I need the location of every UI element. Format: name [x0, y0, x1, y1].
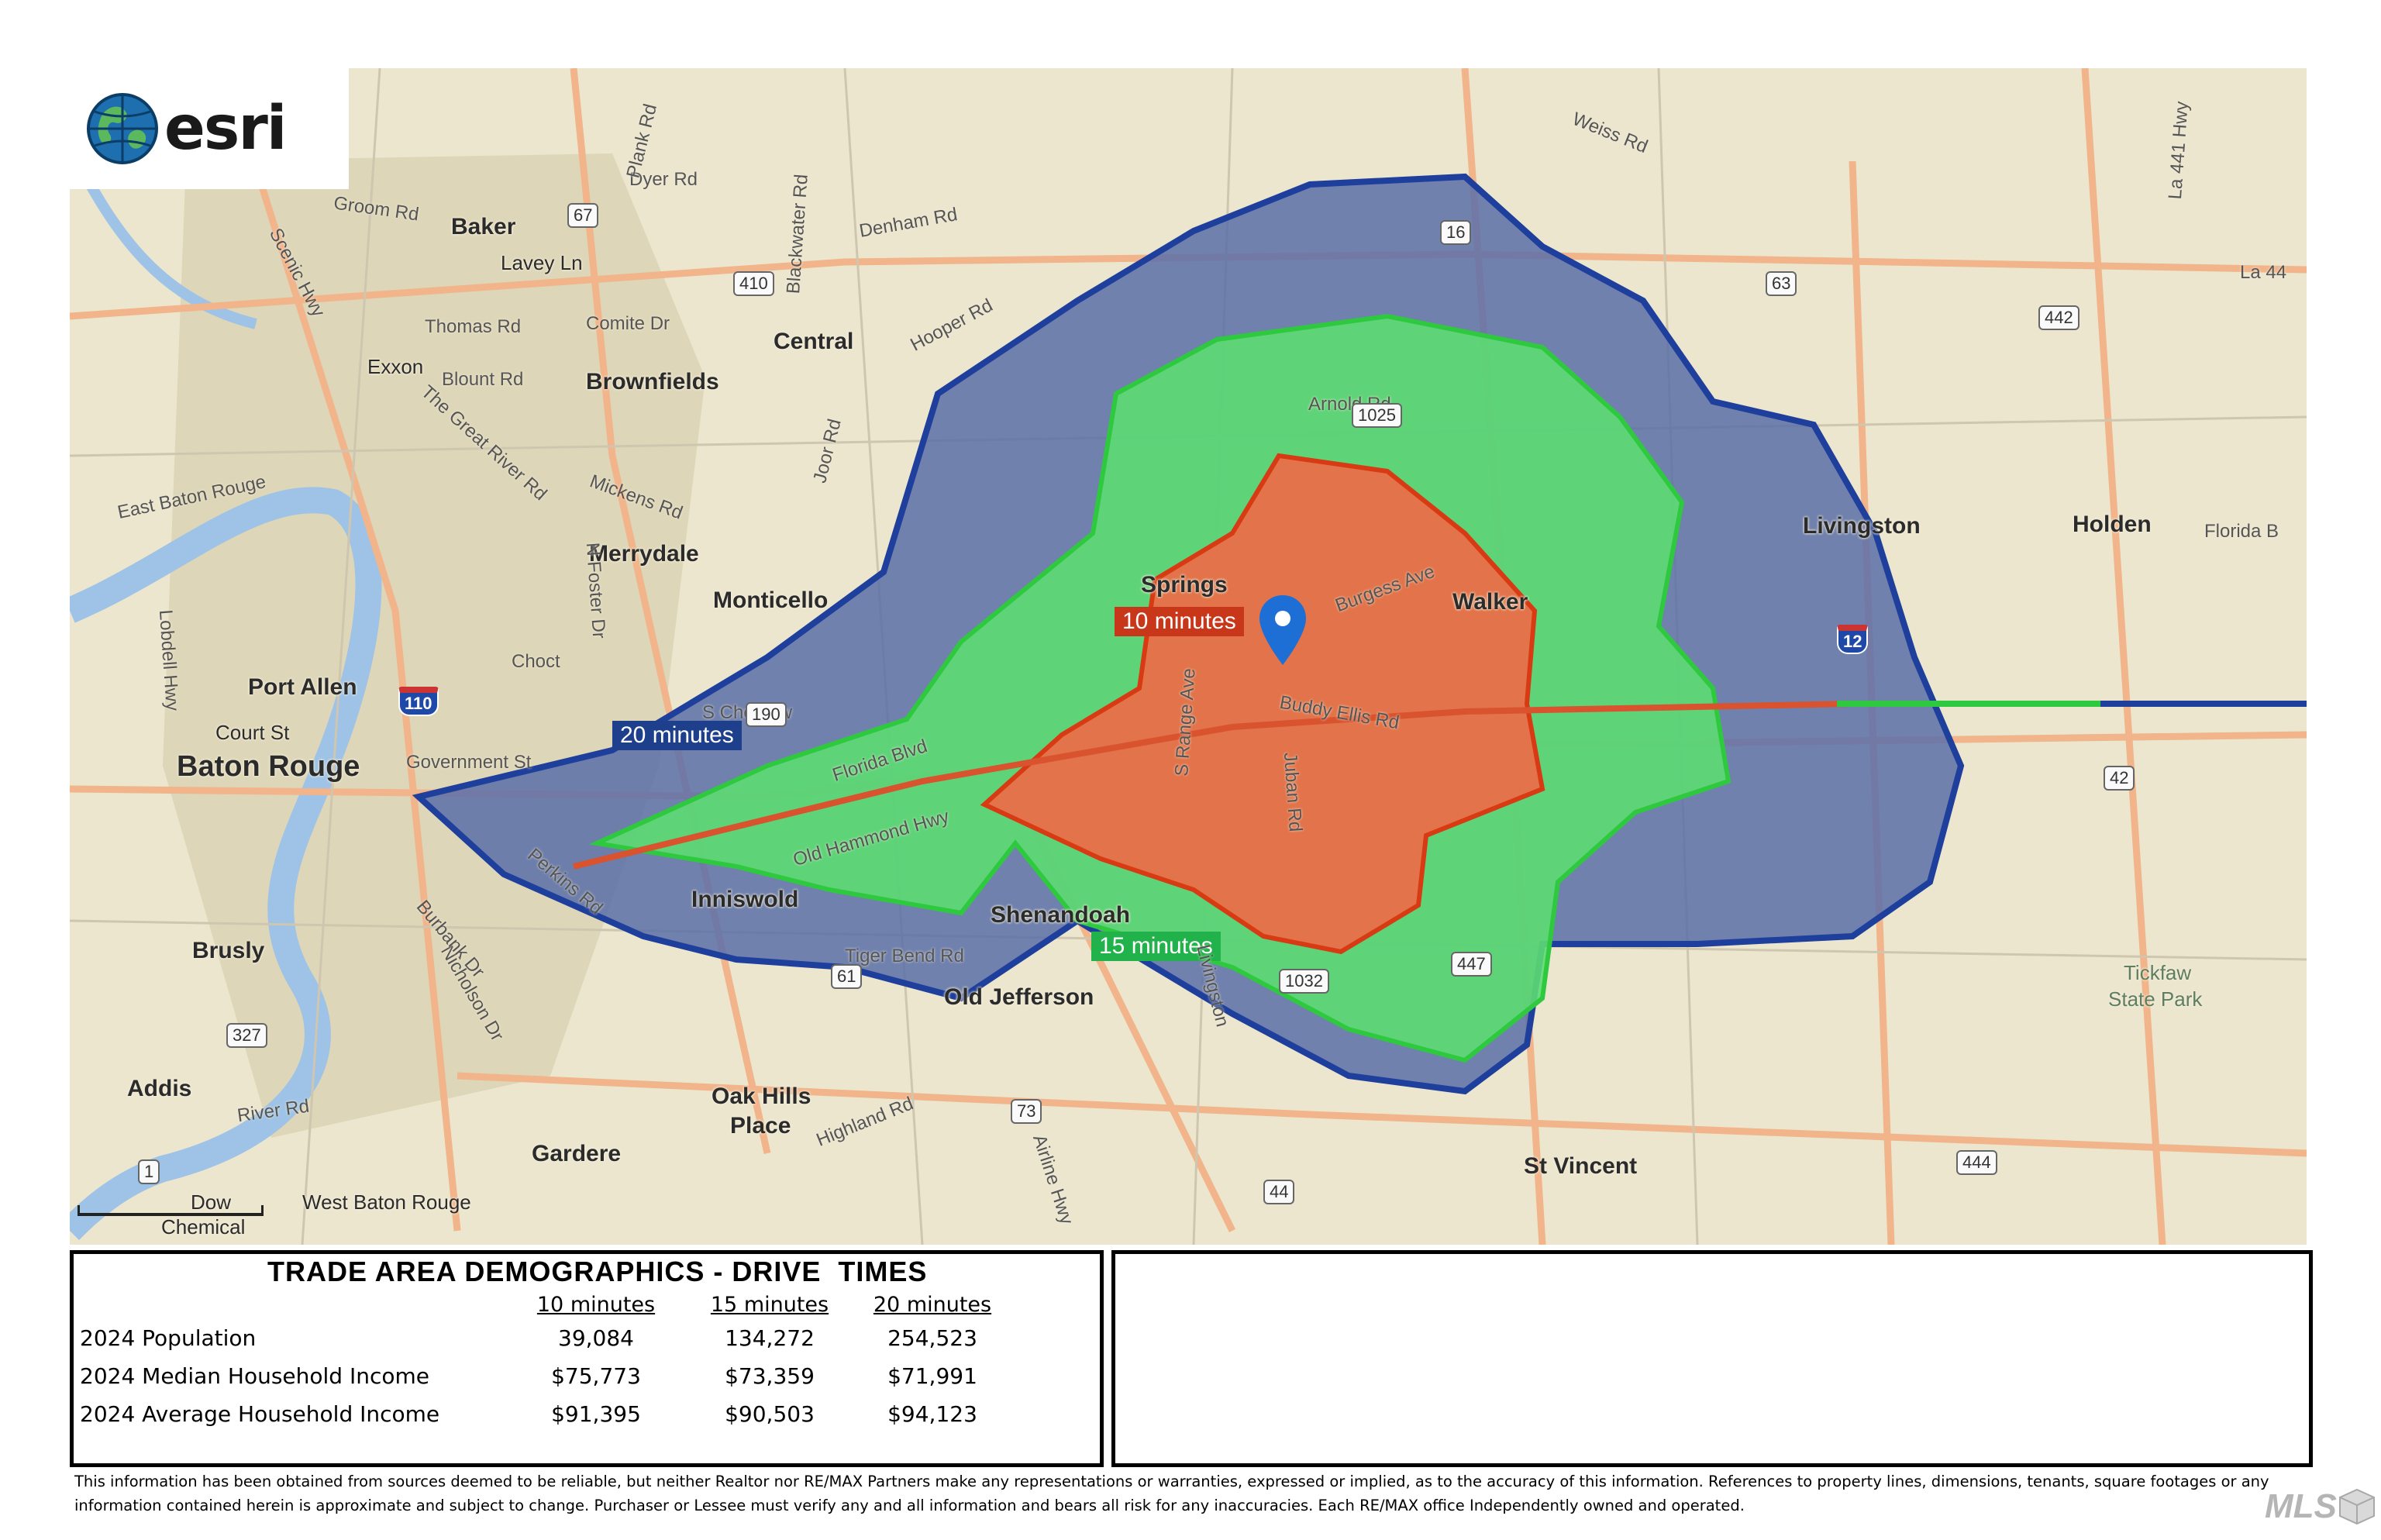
route-shield: 1025 — [1352, 403, 1402, 428]
drive-time-10-area — [980, 453, 1545, 955]
road-label: Tiger Bend Rd — [845, 946, 964, 966]
table-cell: 254,523 — [887, 1325, 977, 1351]
globe-icon — [87, 93, 158, 164]
map-canvas — [70, 68, 2307, 1245]
demographics-panel: TRADE AREA DEMOGRAPHICS - DRIVE TIMES 10… — [70, 1250, 1104, 1467]
place-label: Old Jefferson — [944, 984, 1094, 1010]
demographics-title: TRADE AREA DEMOGRAPHICS - DRIVE TIMES — [267, 1256, 928, 1287]
disclaimer-line: information contained herein is approxim… — [74, 1497, 1745, 1514]
route-shield: 1 — [138, 1159, 160, 1184]
place-label: Port Allen — [248, 674, 357, 700]
table-cell: 39,084 — [558, 1325, 634, 1351]
route-shield: 410 — [733, 271, 774, 296]
drive-time-map[interactable]: 10 minutes 15 minutes 20 minutes Baton R… — [70, 68, 2307, 1245]
column-header-10-minutes: 10 minutes — [536, 1293, 656, 1317]
table-cell: $91,395 — [551, 1401, 641, 1427]
road-label: Dyer Rd — [629, 169, 698, 190]
route-shield: 42 — [2104, 766, 2135, 791]
place-label: West Baton Rouge — [302, 1190, 471, 1214]
road-label: La 44 — [2240, 262, 2287, 283]
place-label: Lavey Ln — [501, 251, 583, 274]
route-shield: 63 — [1766, 271, 1797, 296]
route-shield: 12 — [1837, 625, 1869, 654]
scale-bar — [78, 1205, 264, 1216]
row-label-average-income: 2024 Average Household Income — [80, 1401, 440, 1427]
place-label: Exxon — [367, 355, 424, 378]
route-shield: 442 — [2038, 305, 2079, 330]
esri-logo: esri — [70, 68, 349, 189]
place-label: Brusly — [192, 938, 265, 963]
place-label: Springs — [1141, 572, 1228, 598]
table-cell: 134,272 — [725, 1325, 815, 1351]
route-shield: 67 — [567, 203, 599, 228]
place-label: Monticello — [713, 587, 829, 613]
mls-text: MLS — [2265, 1487, 2337, 1525]
road-label: Choct — [512, 651, 560, 672]
disclaimer-line: This information has been obtained from … — [74, 1473, 2269, 1490]
place-label: Oak Hills — [712, 1084, 811, 1109]
map-pin-icon — [1259, 595, 1306, 665]
cube-icon — [2338, 1488, 2375, 1525]
place-label: Court St — [215, 721, 290, 744]
place-label: Baton Rouge — [177, 750, 360, 783]
route-shield: 44 — [1263, 1180, 1295, 1204]
route-shield: 447 — [1451, 952, 1492, 977]
route-shield: 61 — [831, 964, 863, 989]
row-label-median-income: 2024 Median Household Income — [80, 1363, 430, 1389]
place-label: Shenandoah — [991, 902, 1131, 928]
mls-watermark: MLS — [2265, 1487, 2377, 1527]
place-label: Chemical — [161, 1215, 246, 1239]
place-label: Tickfaw — [2124, 961, 2192, 984]
place-label: Brownfields — [586, 369, 719, 394]
label-15-minutes: 15 minutes — [1091, 932, 1221, 961]
place-label: Livingston — [1803, 513, 1921, 539]
label-20-minutes: 20 minutes — [612, 721, 742, 750]
disclaimer: This information has been obtained from … — [74, 1469, 2307, 1518]
road-label: Thomas Rd — [425, 316, 522, 337]
road-label: Comite Dr — [586, 313, 670, 334]
esri-wordmark: esri — [164, 94, 288, 164]
road-label: Government St — [406, 752, 532, 773]
notes-panel — [1111, 1250, 2313, 1467]
route-shield: 73 — [1011, 1099, 1042, 1124]
row-label-population: 2024 Population — [80, 1325, 257, 1351]
river — [70, 487, 382, 1241]
place-label: Gardere — [532, 1141, 622, 1166]
place-label: Merrydale — [589, 541, 699, 567]
place-label: St Vincent — [1524, 1153, 1638, 1179]
place-label: Holden — [2073, 512, 2152, 537]
route-shield: 1032 — [1279, 969, 1329, 994]
route-shield: 327 — [226, 1023, 267, 1048]
route-shield: 110 — [398, 687, 439, 716]
place-label: Walker — [1452, 589, 1528, 615]
table-cell: $75,773 — [551, 1363, 641, 1389]
table-cell: $73,359 — [725, 1363, 815, 1389]
route-shield: 190 — [746, 702, 787, 727]
column-header-20-minutes: 20 minutes — [873, 1293, 992, 1317]
route-shield: 444 — [1956, 1150, 1997, 1175]
place-label: Dow — [191, 1190, 232, 1214]
place-label: Place — [730, 1113, 791, 1139]
route-shield: 16 — [1440, 220, 1472, 245]
column-header-15-minutes: 15 minutes — [710, 1293, 829, 1317]
place-label: State Park — [2108, 987, 2203, 1011]
place-label: Addis — [127, 1076, 192, 1101]
road-label: Blount Rd — [442, 369, 524, 390]
place-label: Inniswold — [691, 887, 799, 912]
place-label: Central — [774, 329, 854, 354]
place-label: Baker — [451, 214, 516, 239]
table-cell: $90,503 — [725, 1401, 815, 1427]
label-10-minutes: 10 minutes — [1115, 607, 1244, 636]
table-cell: $71,991 — [887, 1363, 977, 1389]
table-cell: $94,123 — [887, 1401, 977, 1427]
road-label: Florida B — [2204, 521, 2279, 542]
